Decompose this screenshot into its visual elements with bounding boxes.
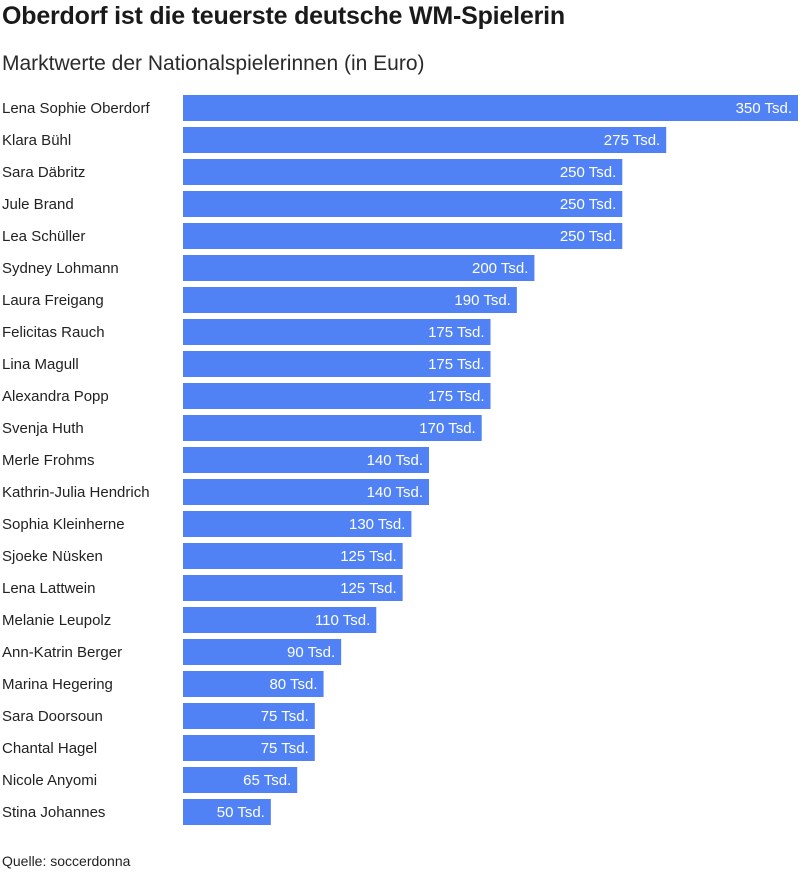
bar	[183, 607, 377, 633]
value-label: 90 Tsd.	[287, 644, 335, 661]
category-label: Nicole Anyomi	[2, 772, 97, 789]
bar	[183, 415, 482, 441]
category-label: Stina Johannes	[2, 804, 105, 821]
bar	[183, 383, 491, 409]
bar	[183, 575, 403, 601]
value-label: 250 Tsd.	[560, 196, 616, 213]
value-label: 75 Tsd.	[261, 708, 309, 725]
category-label: Lina Magull	[2, 356, 79, 373]
value-label: 125 Tsd.	[340, 580, 396, 597]
category-label: Sydney Lohmann	[2, 260, 119, 277]
value-label: 250 Tsd.	[560, 164, 616, 181]
category-label: Klara Bühl	[2, 132, 71, 149]
value-label: 175 Tsd.	[428, 388, 484, 405]
bar	[183, 767, 298, 793]
value-label: 80 Tsd.	[269, 676, 317, 693]
value-label: 190 Tsd.	[454, 292, 510, 309]
bar	[183, 351, 491, 377]
category-label: Sara Doorsoun	[2, 708, 103, 725]
bar	[183, 735, 315, 761]
bar	[183, 543, 403, 569]
bar-chart: Lena Sophie Oberdorf 350 Tsd. Klara Bühl 27…	[2, 95, 798, 825]
value-label: 125 Tsd.	[340, 548, 396, 565]
category-label: Sophia Kleinherne	[2, 516, 125, 533]
value-label: 130 Tsd.	[349, 516, 405, 533]
category-label: Alexandra Popp	[2, 388, 109, 405]
value-label: 350 Tsd.	[736, 100, 792, 117]
value-label: 140 Tsd.	[367, 452, 423, 469]
bar	[183, 639, 342, 665]
value-label: 275 Tsd.	[604, 132, 660, 149]
bar	[183, 159, 623, 185]
category-label: Kathrin-Julia Hendrich	[2, 484, 150, 501]
bar	[183, 671, 324, 697]
category-label: Jule Brand	[2, 196, 74, 213]
bar	[183, 479, 429, 505]
category-label: Laura Freigang	[2, 292, 104, 309]
value-label: 175 Tsd.	[428, 356, 484, 373]
value-label: 250 Tsd.	[560, 228, 616, 245]
bar	[183, 95, 798, 121]
category-label: Lena Lattwein	[2, 580, 95, 597]
bar	[183, 255, 535, 281]
category-label: Lena Sophie Oberdorf	[2, 100, 150, 117]
bar	[183, 287, 517, 313]
value-label: 65 Tsd.	[243, 772, 291, 789]
category-label: Svenja Huth	[2, 420, 84, 437]
bar	[183, 319, 491, 345]
category-label: Chantal Hagel	[2, 740, 97, 757]
chart-title: Oberdorf ist die teuerste deutsche WM-Sp…	[2, 2, 565, 30]
category-label: Felicitas Rauch	[2, 324, 105, 341]
bar	[183, 223, 623, 249]
source-note: Quelle: soccerdonna	[2, 853, 131, 869]
bar	[183, 511, 412, 537]
value-label: 170 Tsd.	[419, 420, 475, 437]
value-label: 200 Tsd.	[472, 260, 528, 277]
bar	[183, 191, 623, 217]
chart-subtitle: Marktwerte der Nationalspielerinnen (in …	[2, 52, 425, 75]
category-label: Ann-Katrin Berger	[2, 644, 122, 661]
bar	[183, 447, 429, 473]
category-label: Sjoeke Nüsken	[2, 548, 103, 565]
value-label: 110 Tsd.	[315, 612, 370, 629]
bar	[183, 703, 315, 729]
value-label: 175 Tsd.	[428, 324, 484, 341]
bar	[183, 799, 271, 825]
category-label: Lea Schüller	[2, 228, 85, 245]
category-label: Sara Däbritz	[2, 164, 85, 181]
category-label: Merle Frohms	[2, 452, 95, 469]
value-label: 75 Tsd.	[261, 740, 309, 757]
value-label: 140 Tsd.	[367, 484, 423, 501]
category-label: Marina Hegering	[2, 676, 113, 693]
value-label: 50 Tsd.	[217, 804, 265, 821]
category-label: Melanie Leupolz	[2, 612, 111, 629]
bar	[183, 127, 667, 153]
